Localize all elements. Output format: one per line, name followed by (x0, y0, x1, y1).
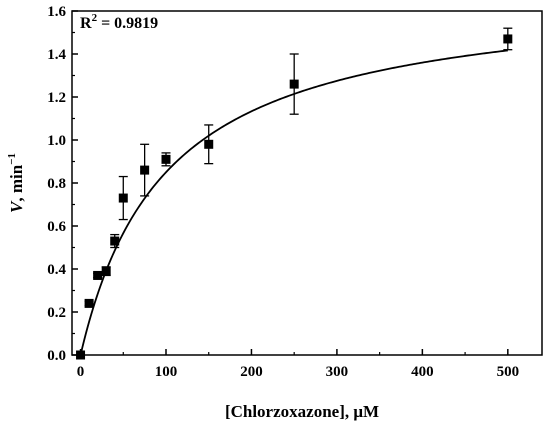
y-tick-label-2: 0.4 (47, 262, 66, 278)
y-tick-label-7: 1.4 (47, 47, 66, 63)
y-tick-label-4: 0.8 (47, 176, 66, 192)
y-axis-title: V, min−1 (6, 153, 26, 213)
x-tick-label-500: 500 (497, 364, 520, 380)
y-axis-var: V (7, 200, 26, 213)
plot-frame (71, 10, 543, 356)
y-axis-unit: , min (7, 164, 26, 201)
r-squared-value: = 0.9819 (97, 15, 158, 32)
y-tick-label-1: 0.2 (47, 305, 66, 321)
data-point-10 (503, 34, 513, 44)
x-tick-label-200: 200 (240, 364, 263, 380)
data-point-6 (140, 165, 150, 175)
y-tick-label-3: 0.6 (47, 219, 66, 235)
data-point-7 (161, 154, 171, 164)
r-squared-prefix: R (80, 15, 92, 32)
data-point-8 (204, 139, 214, 149)
y-tick-label-8: 1.6 (47, 4, 66, 20)
r-squared-annotation: R2 = 0.9819 (80, 12, 158, 32)
x-tick-label-300: 300 (326, 364, 349, 380)
data-point-3 (101, 266, 111, 276)
data-point-1 (84, 298, 94, 308)
y-axis-exponent: −1 (6, 153, 18, 165)
data-point-9 (289, 79, 299, 89)
data-point-5 (118, 193, 128, 203)
svg-text:V, min−1: V, min−1 (6, 153, 26, 213)
y-tick-label-0: 0.0 (47, 348, 66, 364)
y-tick-label-5: 1.0 (47, 133, 66, 149)
data-points-group (76, 27, 513, 360)
y-tick-label-6: 1.2 (47, 90, 66, 106)
x-tick-label-400: 400 (411, 364, 434, 380)
r-squared-sup: 2 (92, 12, 98, 24)
data-point-4 (110, 236, 120, 246)
data-point-0 (76, 350, 86, 360)
x-tick-label-100: 100 (155, 364, 178, 380)
x-tick-label-0: 0 (77, 364, 85, 380)
data-point-2 (93, 270, 103, 280)
ticks: 0 100 200 300 400 500 0.0 0.2 0.4 0.6 0.8 1.0 1.2 1.4… (47, 4, 519, 380)
x-axis-title: [Chlorzoxazone], μM (225, 402, 379, 421)
